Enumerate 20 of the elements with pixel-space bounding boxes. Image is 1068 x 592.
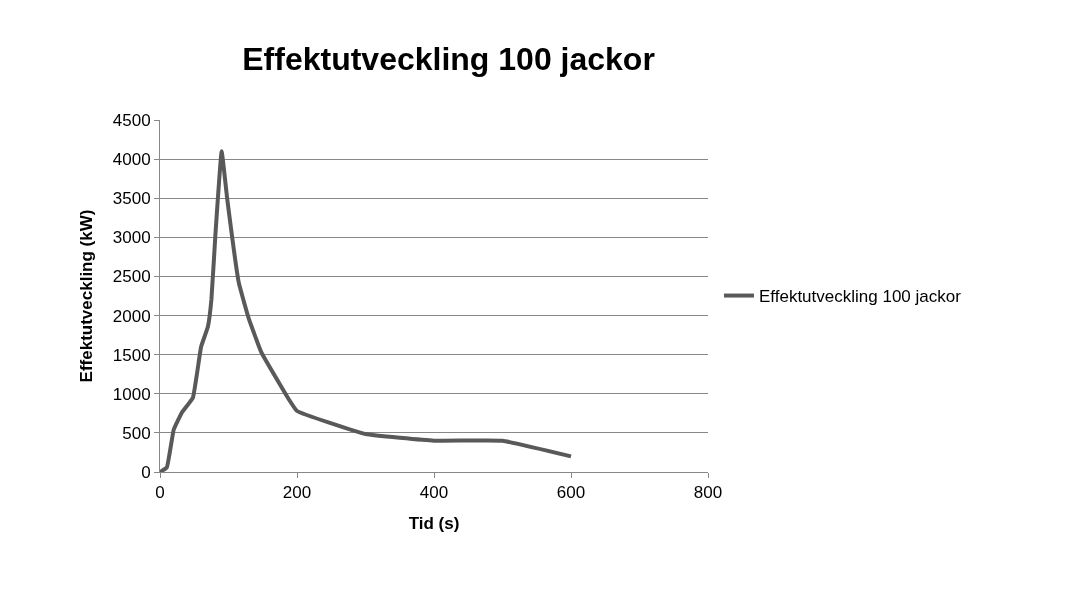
x-tick-label: 200 <box>282 483 312 503</box>
y-tick-label: 500 <box>122 423 151 443</box>
legend-label: Effektutveckling 100 jackor <box>758 287 962 307</box>
y-axis-title: Effektutveckling (kW) <box>77 209 97 383</box>
y-tick-label: 2000 <box>112 306 151 326</box>
chart-title: Effektutveckling 100 jackor <box>242 40 655 77</box>
y-tick-label: 4500 <box>112 110 151 130</box>
x-tick-label: 0 <box>155 483 165 503</box>
x-tick-label: 600 <box>556 483 586 503</box>
y-tick-label: 3000 <box>112 228 151 248</box>
y-tick-label: 1500 <box>112 345 151 365</box>
line-series <box>160 149 573 472</box>
y-tick-label: 0 <box>141 462 151 482</box>
y-tick-label: 4000 <box>112 150 151 170</box>
x-axis-title: Tid (s) <box>408 513 460 533</box>
x-tick-label: 800 <box>693 483 723 503</box>
y-tick-label: 3500 <box>112 189 151 209</box>
y-tick-label: 2500 <box>112 267 151 287</box>
y-tick-label: 1000 <box>112 384 151 404</box>
x-tick-label: 400 <box>419 483 449 503</box>
